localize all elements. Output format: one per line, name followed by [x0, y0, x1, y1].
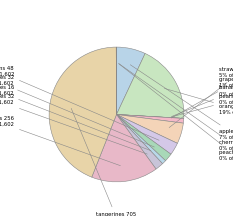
Text: tangerines 705
44% of 1,602: tangerines 705 44% of 1,602 [71, 108, 137, 216]
Text: blueberries 16
1% of 1,602: blueberries 16 1% of 1,602 [0, 85, 151, 151]
Wedge shape [116, 114, 165, 164]
Text: grapes 18
1% of 1,602: grapes 18 1% of 1,602 [171, 77, 233, 118]
Wedge shape [116, 47, 145, 114]
Wedge shape [49, 47, 116, 177]
Text: apples 112
7% of 1,602: apples 112 7% of 1,602 [130, 65, 233, 140]
Wedge shape [116, 114, 171, 161]
Wedge shape [116, 54, 184, 118]
Text: bananas 0
0% of 1,602: bananas 0 0% of 1,602 [171, 86, 233, 116]
Wedge shape [116, 114, 184, 123]
Text: cherries 1
0% of 1,602: cherries 1 0% of 1,602 [119, 64, 233, 151]
Wedge shape [116, 114, 184, 118]
Text: peaches 0
0% of 1,602: peaches 0 0% of 1,602 [119, 64, 233, 160]
Text: apricots 256
16% of 1,602: apricots 256 16% of 1,602 [0, 116, 120, 166]
Text: plums 48
3% of 1,602: plums 48 3% of 1,602 [0, 66, 159, 140]
Text: pineapples 32
2% of 1,602: pineapples 32 2% of 1,602 [0, 75, 154, 147]
Text: raspberries 32
2% of 1,602: raspberries 32 2% of 1,602 [0, 94, 147, 154]
Wedge shape [92, 114, 156, 182]
Text: pears 0
0% of 1,602: pears 0 0% of 1,602 [172, 94, 233, 117]
Text: strawberries 80
5% of 1,602: strawberries 80 5% of 1,602 [169, 67, 233, 128]
Wedge shape [116, 114, 183, 143]
Wedge shape [116, 114, 184, 118]
Wedge shape [116, 114, 163, 169]
Wedge shape [116, 114, 177, 154]
Text: oranges 304
19% of 1,602: oranges 304 19% of 1,602 [164, 88, 233, 114]
